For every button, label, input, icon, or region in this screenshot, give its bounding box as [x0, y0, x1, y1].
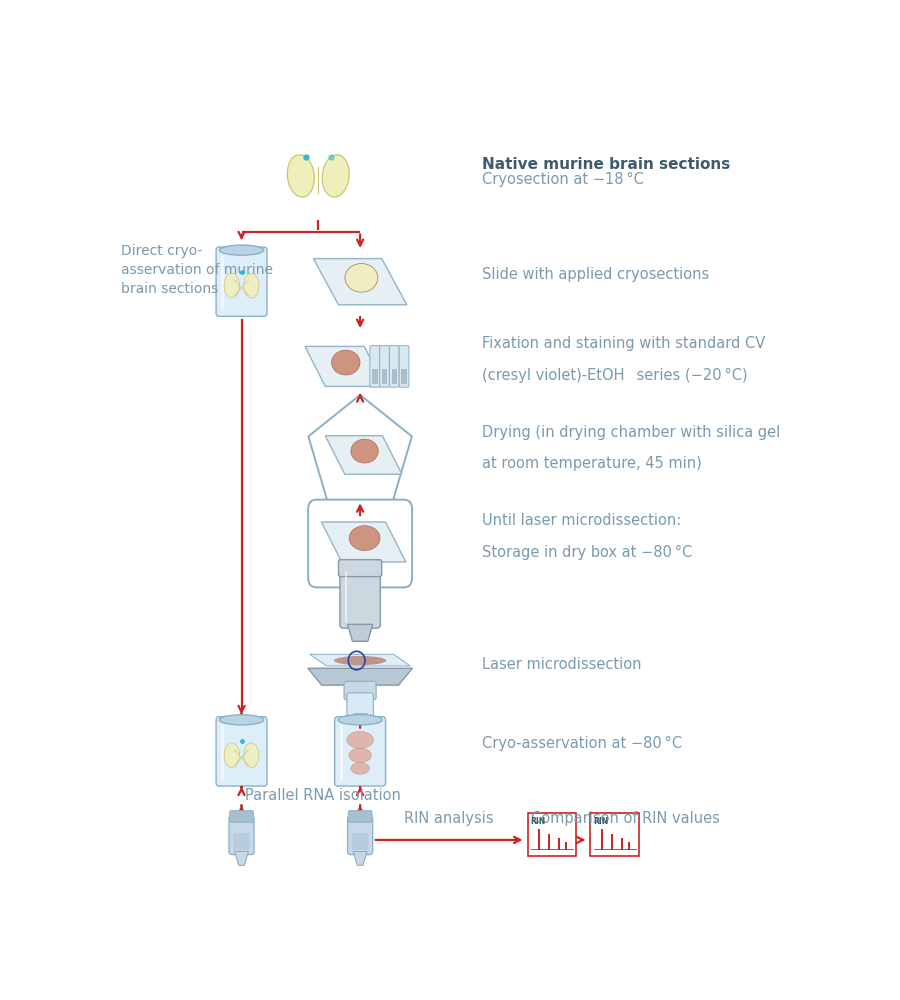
Polygon shape	[321, 522, 406, 562]
Text: at room temperature, 45 min): at room temperature, 45 min)	[482, 456, 702, 471]
Ellipse shape	[346, 731, 374, 748]
Ellipse shape	[244, 743, 259, 768]
FancyBboxPatch shape	[390, 346, 400, 387]
Text: RIN analysis: RIN analysis	[404, 811, 494, 826]
Ellipse shape	[345, 264, 378, 292]
Text: Cryo-asservation at −80 °C: Cryo-asservation at −80 °C	[482, 736, 682, 751]
Text: Until laser microdissection:: Until laser microdissection:	[482, 513, 681, 528]
Ellipse shape	[334, 656, 386, 665]
Text: Laser microdissection: Laser microdissection	[482, 657, 642, 672]
Text: Slide with applied cryosections: Slide with applied cryosections	[482, 266, 709, 282]
FancyBboxPatch shape	[229, 816, 254, 855]
Text: Direct cryo-
asservation of murine
brain sections: Direct cryo- asservation of murine brain…	[121, 244, 273, 296]
Polygon shape	[353, 852, 367, 865]
Text: Parallel RNA isolation: Parallel RNA isolation	[245, 788, 400, 803]
Polygon shape	[310, 654, 410, 666]
FancyBboxPatch shape	[348, 811, 372, 822]
Ellipse shape	[287, 155, 314, 197]
Text: Native murine brain sections: Native murine brain sections	[482, 157, 731, 172]
Polygon shape	[308, 668, 412, 685]
Polygon shape	[353, 714, 367, 723]
Ellipse shape	[224, 743, 239, 768]
Ellipse shape	[349, 748, 372, 762]
Text: Comparison of RIN values: Comparison of RIN values	[531, 811, 720, 826]
FancyBboxPatch shape	[347, 816, 373, 855]
FancyBboxPatch shape	[216, 247, 267, 316]
FancyBboxPatch shape	[346, 693, 374, 716]
Ellipse shape	[220, 245, 264, 255]
Polygon shape	[313, 259, 407, 305]
Ellipse shape	[351, 439, 378, 463]
Ellipse shape	[351, 762, 369, 774]
Text: Storage in dry box at −80 °C: Storage in dry box at −80 °C	[482, 545, 692, 560]
Text: Fixation and staining with standard CV: Fixation and staining with standard CV	[482, 336, 765, 351]
FancyBboxPatch shape	[233, 833, 250, 850]
Polygon shape	[347, 624, 373, 641]
Polygon shape	[305, 346, 384, 386]
FancyBboxPatch shape	[335, 717, 385, 786]
FancyBboxPatch shape	[338, 560, 382, 577]
Text: RIN: RIN	[530, 817, 545, 826]
Ellipse shape	[244, 273, 259, 298]
Polygon shape	[325, 436, 402, 474]
Polygon shape	[235, 852, 248, 865]
Ellipse shape	[220, 715, 264, 725]
Ellipse shape	[322, 155, 349, 197]
Bar	[382, 369, 387, 384]
Text: Cryosection at −18 °C: Cryosection at −18 °C	[482, 172, 644, 187]
FancyBboxPatch shape	[527, 813, 576, 856]
Text: RIN: RIN	[593, 817, 608, 826]
Polygon shape	[309, 395, 412, 504]
Ellipse shape	[349, 526, 380, 551]
Ellipse shape	[331, 350, 360, 375]
FancyBboxPatch shape	[344, 681, 376, 700]
FancyBboxPatch shape	[590, 813, 639, 856]
Text: (cresyl violet)-EtOH  series (−20 °C): (cresyl violet)-EtOH series (−20 °C)	[482, 368, 748, 383]
Bar	[401, 369, 407, 384]
FancyBboxPatch shape	[340, 565, 381, 628]
FancyBboxPatch shape	[352, 833, 368, 850]
FancyBboxPatch shape	[230, 811, 254, 822]
Text: Drying (in drying chamber with silica gel: Drying (in drying chamber with silica ge…	[482, 425, 780, 440]
Ellipse shape	[338, 715, 382, 725]
FancyBboxPatch shape	[380, 346, 390, 387]
Bar	[392, 369, 397, 384]
FancyBboxPatch shape	[308, 500, 412, 587]
Ellipse shape	[224, 273, 239, 298]
Bar	[372, 369, 377, 384]
FancyBboxPatch shape	[370, 346, 380, 387]
FancyBboxPatch shape	[400, 346, 409, 387]
FancyBboxPatch shape	[216, 717, 267, 786]
